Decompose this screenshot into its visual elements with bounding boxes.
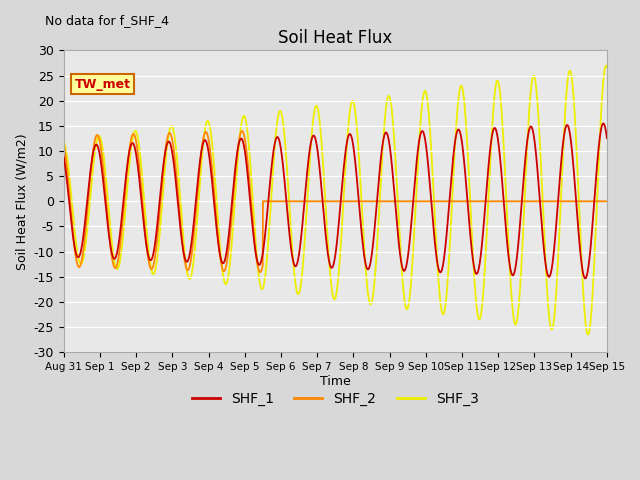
SHF_1 [581, 276, 589, 281]
SHF_1 [60, 154, 67, 159]
SHF_2 [534, 198, 542, 204]
SHF_2 [60, 140, 67, 146]
SHF_1 [268, 160, 276, 166]
X-axis label: Time: Time [320, 375, 351, 388]
SHF_1 [122, 177, 129, 183]
Text: No data for f_SHF_4: No data for f_SHF_4 [45, 14, 169, 27]
Text: TW_met: TW_met [74, 77, 131, 91]
SHF_1 [292, 264, 300, 269]
SHF_3 [268, 183, 276, 189]
SHF_3 [593, 211, 600, 217]
SHF_3 [602, 63, 610, 69]
SHF_2 [257, 269, 264, 275]
SHF_1 [593, 170, 600, 176]
SHF_1 [600, 120, 607, 126]
SHF_3 [122, 204, 129, 210]
SHF_2 [154, 229, 162, 235]
SHF_1 [154, 216, 162, 222]
SHF_2 [269, 198, 276, 204]
Title: Soil Heat Flux: Soil Heat Flux [278, 29, 392, 48]
SHF_3 [584, 332, 592, 337]
SHF_3 [534, 103, 541, 109]
SHF_3 [292, 281, 300, 287]
SHF_3 [60, 139, 67, 144]
SHF_1 [603, 135, 611, 141]
Y-axis label: Soil Heat Flux (W/m2): Soil Heat Flux (W/m2) [15, 133, 28, 270]
SHF_2 [593, 198, 600, 204]
Line: SHF_1: SHF_1 [63, 123, 607, 278]
SHF_1 [534, 170, 541, 176]
SHF_2 [603, 198, 611, 204]
SHF_3 [603, 64, 611, 70]
Line: SHF_2: SHF_2 [63, 131, 607, 272]
Line: SHF_3: SHF_3 [63, 66, 607, 335]
Legend: SHF_1, SHF_2, SHF_3: SHF_1, SHF_2, SHF_3 [186, 386, 484, 412]
SHF_2 [122, 183, 129, 189]
SHF_3 [154, 250, 162, 256]
SHF_2 [238, 128, 246, 134]
SHF_2 [292, 198, 300, 204]
